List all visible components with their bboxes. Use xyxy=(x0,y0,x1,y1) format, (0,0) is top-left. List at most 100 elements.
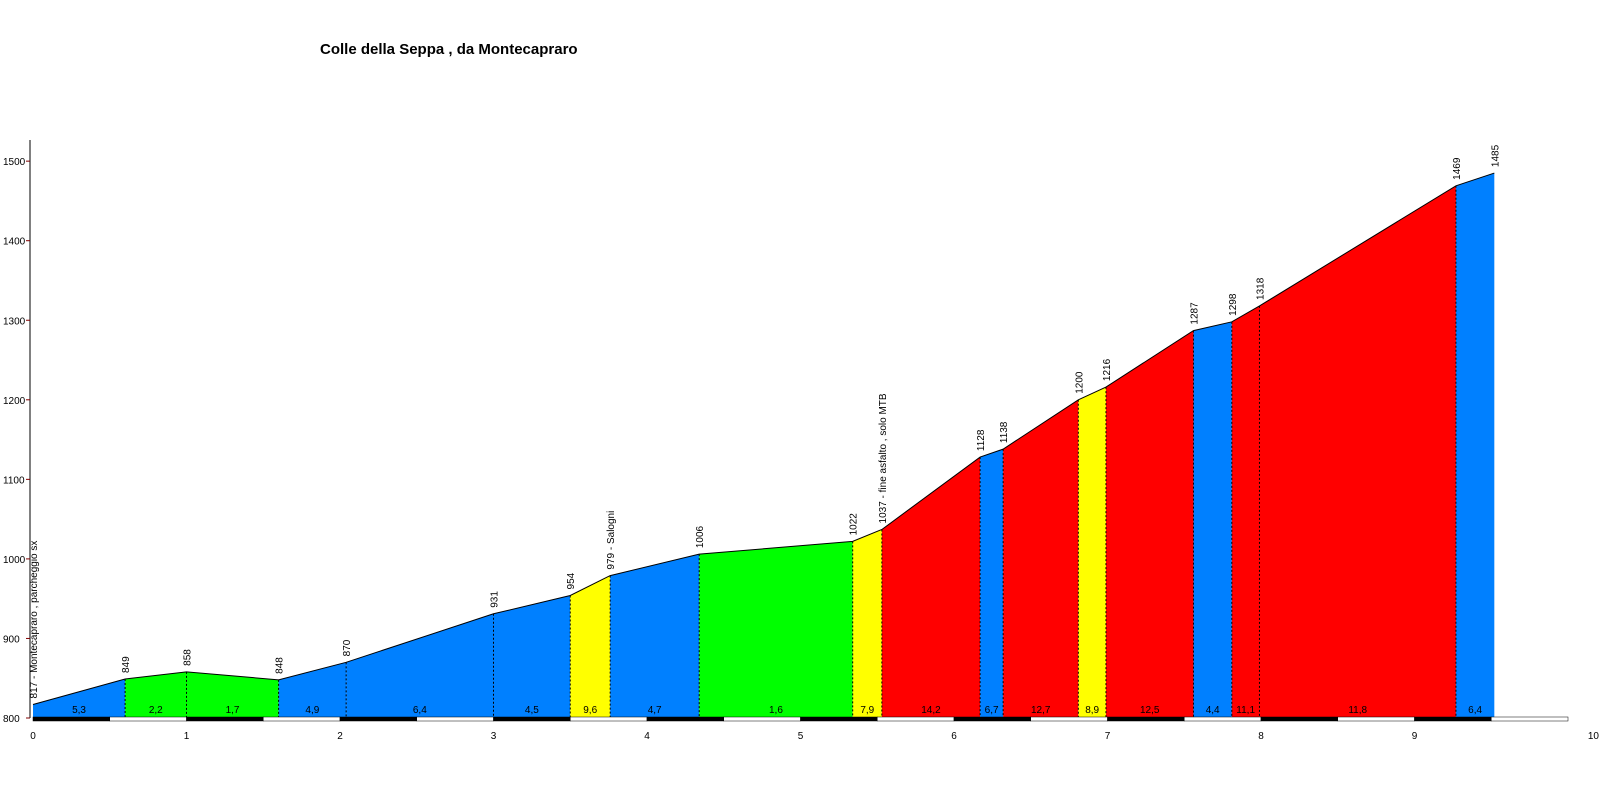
y-tick-label: 900 xyxy=(3,634,20,645)
scale-bar-dark xyxy=(646,716,724,722)
scale-bar-dark xyxy=(339,716,417,722)
gradient-labels: 5,3 2,2 1,7 4,9 6,4 4,5 9,6 4,7 1,6 7,9 14,2 6,7 12,… xyxy=(72,705,1482,716)
profile-outline xyxy=(32,172,1495,705)
segment-area xyxy=(570,575,611,718)
segment-area xyxy=(852,529,882,718)
segment-area xyxy=(980,449,1004,718)
scale-bar-light xyxy=(570,716,648,722)
elevation-label: 1037 - fine asfalto , solo MTB xyxy=(878,393,889,523)
x-tick-label: 10 xyxy=(1588,731,1600,742)
elevation-label: 1298 xyxy=(1228,293,1239,316)
gradient-label: 4,5 xyxy=(525,705,539,716)
segment-area xyxy=(1231,305,1260,718)
scale-bar-light xyxy=(1184,716,1262,722)
y-axis: 800 900 1000 1100 1200 1300 1400 1500 xyxy=(3,140,31,725)
elevation-label: 1469 xyxy=(1452,157,1463,180)
y-tick-label: 1300 xyxy=(3,316,26,327)
y-tick-label: 1200 xyxy=(3,396,26,407)
scale-bar-dark xyxy=(32,716,110,722)
gradient-label: 1,6 xyxy=(769,705,783,716)
gradient-label: 4,4 xyxy=(1206,705,1220,716)
elevation-label: 1287 xyxy=(1189,302,1200,325)
elevation-label: 1200 xyxy=(1074,371,1085,394)
gradient-label: 8,9 xyxy=(1085,705,1099,716)
profile-segments xyxy=(33,173,1495,719)
x-tick-label: 0 xyxy=(30,731,36,742)
elevation-label: 1128 xyxy=(976,429,987,451)
scale-bar-dark xyxy=(1107,716,1185,722)
elevation-label: 1485 xyxy=(1490,144,1501,167)
x-tick-label: 4 xyxy=(644,731,650,742)
segment-area xyxy=(493,595,571,718)
elevation-label: 848 xyxy=(275,657,286,674)
segment-area xyxy=(1455,173,1495,718)
gradient-label: 2,2 xyxy=(149,705,163,716)
gradient-label: 7,9 xyxy=(860,705,874,716)
scale-bar-light xyxy=(877,716,955,722)
y-tick-label: 1500 xyxy=(3,157,26,168)
elevation-label: 954 xyxy=(566,572,577,589)
scale-bar-dark xyxy=(1260,716,1338,722)
chart-title: Colle della Seppa , da Montecapraro xyxy=(320,41,578,58)
segment-area xyxy=(278,662,347,718)
elevation-labels: 817 - Montecapraro , parcheggio sx 849 858… xyxy=(29,144,1501,698)
gradient-label: 5,3 xyxy=(72,705,86,716)
gradient-label: 11,1 xyxy=(1236,705,1255,716)
gradient-label: 1,7 xyxy=(226,705,240,716)
gradient-label: 6,4 xyxy=(413,705,427,716)
segment-area xyxy=(346,613,494,718)
y-tick-label: 1000 xyxy=(3,555,26,566)
segment-area xyxy=(1193,321,1232,718)
scale-bar-light xyxy=(1337,716,1415,722)
gradient-label: 12,7 xyxy=(1031,705,1051,716)
y-tick-label: 1400 xyxy=(3,237,26,248)
scale-bar-light xyxy=(263,716,341,722)
elevation-label: 1216 xyxy=(1102,358,1113,381)
scale-bar-light xyxy=(723,716,801,722)
elevation-label: 1318 xyxy=(1255,277,1266,300)
gradient-label: 6,7 xyxy=(985,705,999,716)
segment-area xyxy=(610,554,700,718)
elevation-label: 1138 xyxy=(999,421,1010,443)
segment-area xyxy=(881,457,981,718)
x-tick-label: 5 xyxy=(798,731,804,742)
gradient-label: 4,9 xyxy=(305,705,319,716)
scale-bar-dark xyxy=(1414,716,1492,722)
scale-bar-light xyxy=(1030,716,1108,722)
segment-area xyxy=(186,671,279,718)
elevation-label: 1022 xyxy=(849,513,860,536)
x-tick-label: 3 xyxy=(491,731,497,742)
x-tick-label: 9 xyxy=(1412,731,1418,742)
elevation-label: 817 - Montecapraro , parcheggio sx xyxy=(29,541,40,699)
x-tick-label: 8 xyxy=(1258,731,1264,742)
scale-bar-dark xyxy=(800,716,878,722)
elevation-label: 931 xyxy=(490,591,501,608)
x-tick-label: 2 xyxy=(337,731,343,742)
elevation-label: 979 - Salogni xyxy=(606,511,617,570)
segment-area xyxy=(1259,185,1456,719)
segment-dividers xyxy=(124,185,1457,718)
segment-area xyxy=(1003,399,1079,718)
scale-bar-dark xyxy=(493,716,571,722)
y-tick-label: 800 xyxy=(3,714,20,725)
scale-bar-light xyxy=(416,716,494,722)
x-tick-label: 6 xyxy=(951,731,957,742)
x-tick-label: 1 xyxy=(184,731,190,742)
scale-bar-dark xyxy=(186,716,264,722)
segment-area xyxy=(1078,387,1106,718)
gradient-label: 11,8 xyxy=(1348,705,1367,716)
gradient-label: 12,5 xyxy=(1140,705,1160,716)
elevation-label: 858 xyxy=(183,649,194,666)
segment-area xyxy=(33,679,126,718)
segment-area xyxy=(1105,330,1194,718)
gradient-label: 6,4 xyxy=(1468,705,1482,716)
x-axis: 0 1 2 3 4 5 6 7 8 9 10 xyxy=(30,716,1600,742)
scale-bar-light xyxy=(1491,716,1569,722)
scale-bar-dark xyxy=(953,716,1031,722)
segment-area xyxy=(125,671,187,718)
gradient-label: 14,2 xyxy=(921,705,941,716)
elevation-label: 870 xyxy=(342,639,353,656)
y-tick-label: 1100 xyxy=(3,475,25,486)
scale-bar-light xyxy=(109,716,187,722)
